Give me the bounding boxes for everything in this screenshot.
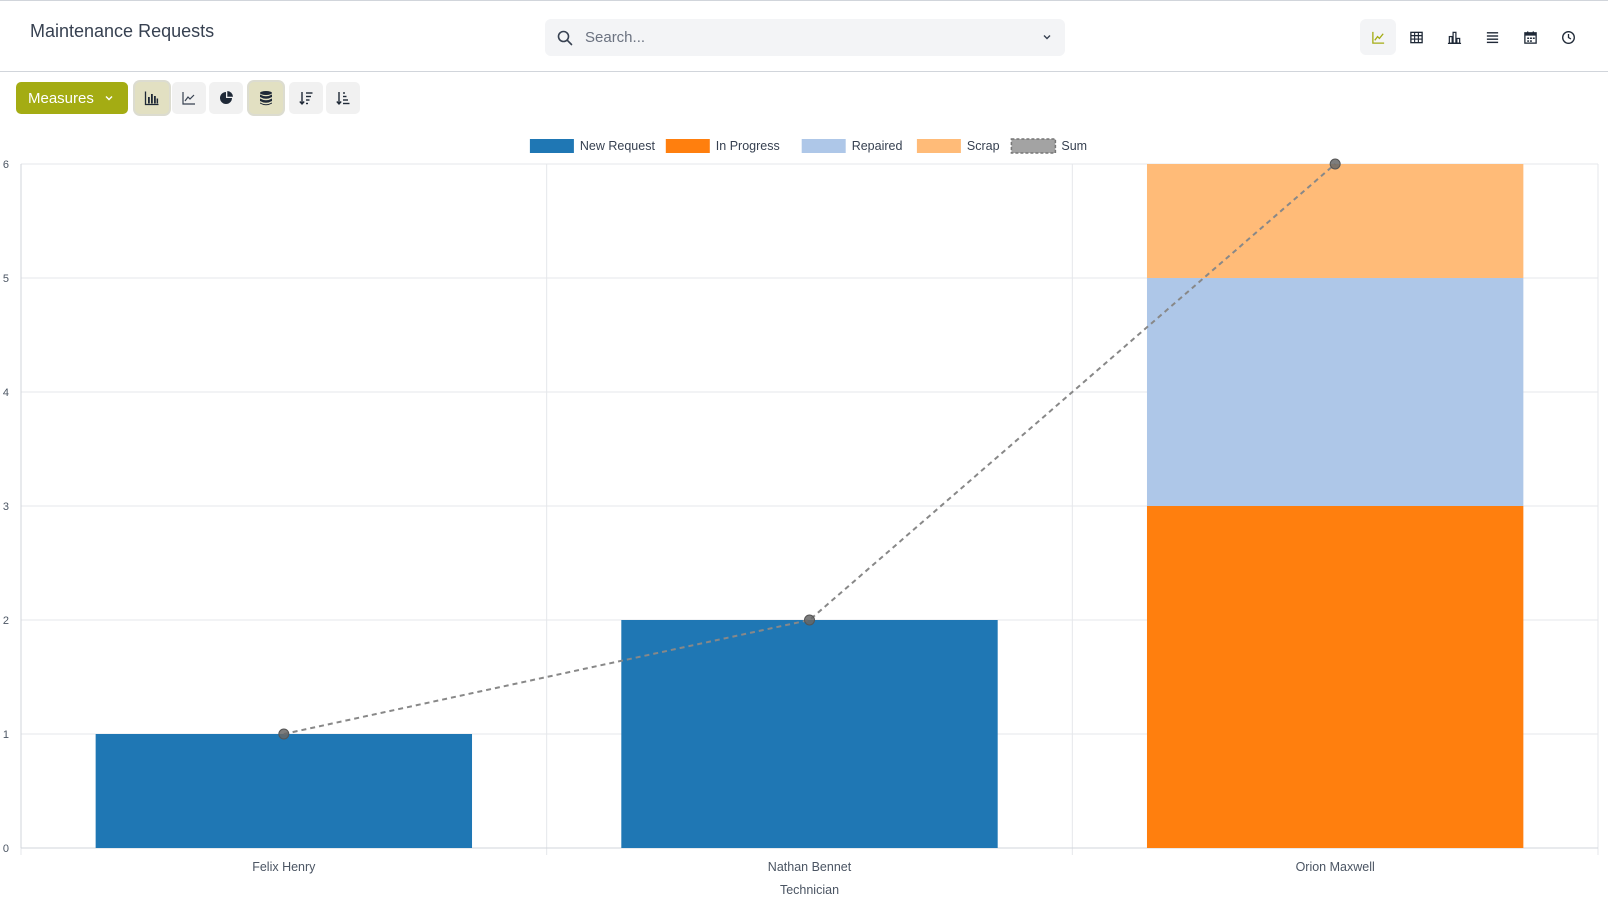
y-tick-label: 2 — [3, 615, 9, 627]
pie-chart-button[interactable] — [208, 82, 243, 114]
x-tick-label: Orion Maxwell — [1296, 860, 1375, 874]
legend-swatch-sum — [1010, 138, 1057, 154]
view-switcher — [1360, 19, 1586, 55]
x-tick-label: Nathan Bennet — [768, 860, 852, 874]
y-tick-label: 4 — [3, 387, 9, 399]
y-tick-label: 3 — [3, 501, 9, 513]
legend-label[interactable]: New Request — [580, 139, 656, 153]
cohort-view-icon — [1447, 31, 1461, 44]
legend-swatch — [916, 139, 961, 153]
pivot-view-button[interactable] — [1398, 19, 1434, 55]
page-title: Maintenance Requests — [30, 21, 215, 41]
legend-label[interactable]: Repaired — [852, 139, 903, 153]
activity-view-icon — [1561, 30, 1575, 44]
graph-toolbar: Measures — [16, 82, 360, 114]
legend-label[interactable]: Sum — [1061, 139, 1087, 153]
graph-chart: 0 1 2 3 4 5 6 Felix Henry Nathan Bennet Orion Max… — [0, 130, 1608, 907]
sort-ascending-button[interactable] — [325, 82, 360, 114]
bar-chart-button[interactable] — [134, 82, 169, 114]
bar-chart-icon — [144, 91, 159, 106]
calendar-view-button[interactable] — [1512, 19, 1548, 55]
measures-label: Measures — [28, 89, 94, 107]
stacked-icon — [259, 91, 272, 106]
y-tick-label: 6 — [3, 159, 9, 171]
legend-swatch — [529, 139, 574, 153]
graph-view-icon — [1371, 31, 1384, 44]
search-input[interactable] — [585, 29, 1025, 46]
legend-swatch — [801, 139, 846, 153]
search-bar[interactable] — [545, 19, 1065, 56]
sum-point[interactable] — [278, 728, 290, 740]
pivot-view-icon — [1409, 31, 1423, 43]
y-tick-label: 5 — [3, 273, 9, 285]
search-icon — [557, 30, 573, 45]
sum-point[interactable] — [804, 614, 815, 626]
y-tick-label: 1 — [3, 729, 9, 741]
line-chart-button[interactable] — [171, 82, 206, 114]
control-panel: Maintenance Requests — [0, 0, 1608, 72]
bar-repaired[interactable] — [1146, 278, 1524, 506]
x-axis-label: Technician — [780, 883, 839, 897]
chart-svg: 0 1 2 3 4 5 6 Felix Henry Nathan Bennet Orion Max… — [3, 138, 1599, 897]
list-view-icon — [1486, 31, 1498, 43]
pie-chart-icon — [219, 91, 233, 104]
bar-scrap[interactable] — [1146, 164, 1524, 278]
y-tick-label: 0 — [3, 843, 9, 855]
cohort-view-button[interactable] — [1436, 19, 1472, 55]
legend-label[interactable]: In Progress — [716, 139, 780, 153]
sort-descending-icon — [299, 92, 313, 106]
sort-descending-button[interactable] — [288, 82, 323, 114]
bar-new-request[interactable] — [95, 734, 473, 848]
sum-point[interactable] — [1329, 158, 1341, 170]
x-tick-label: Felix Henry — [252, 860, 316, 874]
activity-view-button[interactable] — [1550, 19, 1586, 55]
sum-line — [283, 163, 1336, 735]
list-view-button[interactable] — [1474, 19, 1510, 55]
chevron-down-icon[interactable] — [1041, 31, 1053, 43]
legend-swatch — [665, 139, 710, 153]
bar-in-progress[interactable] — [1146, 506, 1524, 848]
line-chart-icon — [182, 92, 195, 105]
graph-view-button[interactable] — [1360, 19, 1396, 55]
stacked-button[interactable] — [248, 82, 283, 114]
chevron-down-icon — [105, 96, 113, 101]
bar-new-request[interactable] — [621, 620, 998, 848]
calendar-view-icon — [1523, 30, 1537, 44]
measures-dropdown-button[interactable]: Measures — [16, 82, 128, 114]
sort-ascending-icon — [336, 92, 350, 106]
legend-label[interactable]: Scrap — [967, 139, 1000, 153]
